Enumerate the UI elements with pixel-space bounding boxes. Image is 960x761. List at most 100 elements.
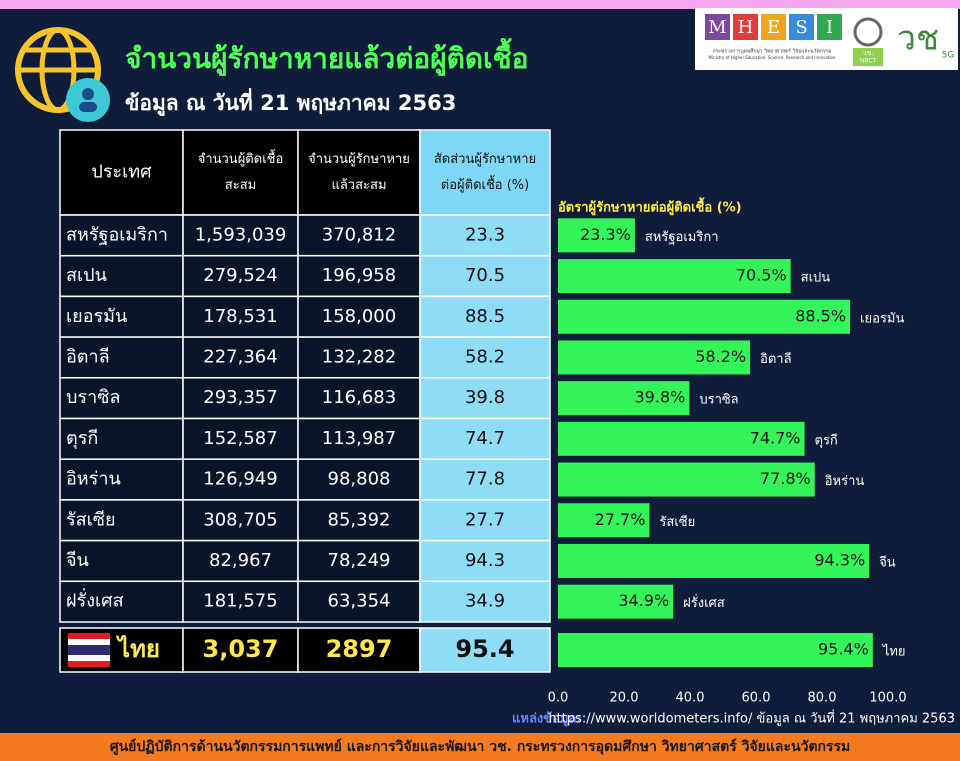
bar-category: รัสเซีย <box>659 514 695 530</box>
cell-text: 293,357 <box>203 387 277 408</box>
source-label: แหล่งข้อมูล: <box>512 711 582 727</box>
cell-text: 74.7 <box>465 428 505 449</box>
cell-text: 88.5 <box>465 306 505 327</box>
nrct-th: วช. <box>863 49 874 57</box>
thai-flag <box>68 633 110 667</box>
cell-text: 1,593,039 <box>195 224 287 245</box>
subtitle: ข้อมูล ณ วันที่ 21 พฤษภาคม 2563 <box>125 87 456 117</box>
bar <box>558 584 674 619</box>
cell <box>59 214 184 257</box>
cell <box>419 580 551 623</box>
country: สเปน <box>66 265 107 286</box>
value-label: 74.7% <box>750 428 801 447</box>
cell <box>419 295 551 338</box>
chart: อัตราผู้รักษาหายต่อผู้ติดเชื้อ (%) 0.0 20… <box>548 197 907 706</box>
bar-category: จีน <box>879 554 896 570</box>
logo-letter: S <box>795 17 807 38</box>
cell <box>297 539 421 583</box>
cell <box>182 458 299 501</box>
logo-line: กระทรวงการอุดมศึกษา วิทยาศาสตร์ วิจัยและ… <box>713 48 832 55</box>
flag-stripe <box>68 655 110 661</box>
logo-box <box>705 14 730 40</box>
logo-box <box>817 14 842 40</box>
cell-text: 70.5 <box>465 265 505 286</box>
bar <box>558 543 870 578</box>
cell-text: 77.8 <box>465 469 505 490</box>
x-tick-label: 20.0 <box>610 691 639 706</box>
country: สหรัฐอเมริกา <box>66 224 168 245</box>
cell-text: 85,392 <box>328 509 391 530</box>
cell <box>59 417 184 460</box>
footer: ศูนย์ปฏิบัติการด้านนวัตกรรมการแพทย์ และก… <box>110 738 851 755</box>
bar <box>558 340 751 375</box>
header-text: ประเทศ <box>91 162 152 183</box>
country: บราซิล <box>66 387 120 408</box>
cell-text: 82,967 <box>209 550 272 571</box>
cell-text: 152,587 <box>203 428 277 449</box>
cell <box>297 580 421 623</box>
bar <box>558 218 635 253</box>
cell-text: 39.8 <box>465 387 505 408</box>
country: จีน <box>66 550 89 571</box>
country: รัสเซีย <box>66 509 116 530</box>
header-cell <box>419 129 551 216</box>
value-label: 77.8% <box>760 469 811 488</box>
source-text: https://www.worldometers.info/ ข้อมูล ณ … <box>548 710 955 727</box>
x-tick-label: 100.0 <box>869 691 906 706</box>
cell-text: 63,354 <box>328 591 391 612</box>
bar <box>558 633 873 667</box>
footer-band <box>0 733 960 761</box>
header-text: สัดส่วนผู้รักษาหาย <box>434 152 536 167</box>
value-label: 95.4% <box>818 640 869 659</box>
x-tick-label: 60.0 <box>742 691 771 706</box>
flag-stripe <box>68 633 110 639</box>
flag-stripe <box>68 639 110 645</box>
cell-text: 158,000 <box>322 306 396 327</box>
header-text: สะสม <box>225 178 256 193</box>
cell-text: 58.2 <box>465 346 505 367</box>
bar-category: อิตาลี <box>760 351 792 367</box>
x-tick-label: 80.0 <box>808 691 837 706</box>
country: เยอรมัน <box>66 306 127 327</box>
cell <box>182 295 299 338</box>
bar <box>558 259 791 294</box>
cell-text: 132,282 <box>322 346 396 367</box>
value-label: 58.2% <box>695 347 746 366</box>
logo-panel: กระทรวงการอุดมศึกษา วิทยาศาสตร์ วิจัยและ… <box>695 8 958 70</box>
country: อิหร่าน <box>66 469 121 490</box>
flag-stripe <box>68 661 110 667</box>
country: ตุรกี <box>66 428 98 449</box>
cell <box>182 627 299 673</box>
value-label: 70.5% <box>736 266 787 285</box>
logo-box <box>789 14 814 40</box>
cell-text: 116,683 <box>322 387 396 408</box>
nrct-en: NRCT <box>860 58 877 65</box>
logo-letter: M <box>708 17 726 38</box>
cell <box>182 580 299 623</box>
bar-category: ฝรั่งเศส <box>683 594 725 611</box>
cell <box>419 377 551 420</box>
country: ฝรั่งเศส <box>66 588 124 612</box>
bar <box>558 299 851 334</box>
header-cell <box>182 129 299 216</box>
header-text: ต่อผู้ติดเชื้อ (%) <box>441 175 529 193</box>
bar <box>558 421 805 456</box>
cell <box>59 499 184 542</box>
cell-text: 95.4 <box>455 635 514 663</box>
value-label: 94.3% <box>814 550 865 569</box>
cell-text: 78,249 <box>328 550 391 571</box>
header-text: แล้วสะสม <box>331 178 386 193</box>
logo-letter: H <box>738 17 754 38</box>
cell-text: 181,575 <box>203 591 277 612</box>
bar <box>558 381 690 416</box>
value-label: 34.9% <box>618 591 669 610</box>
value-label: 27.7% <box>595 510 646 529</box>
cell <box>297 295 421 338</box>
cell <box>182 499 299 542</box>
header-text: จำนวนผู้รักษาหาย <box>308 152 410 167</box>
brand: วช <box>897 19 939 59</box>
cell-text: 27.7 <box>465 509 505 530</box>
bar <box>558 503 650 538</box>
